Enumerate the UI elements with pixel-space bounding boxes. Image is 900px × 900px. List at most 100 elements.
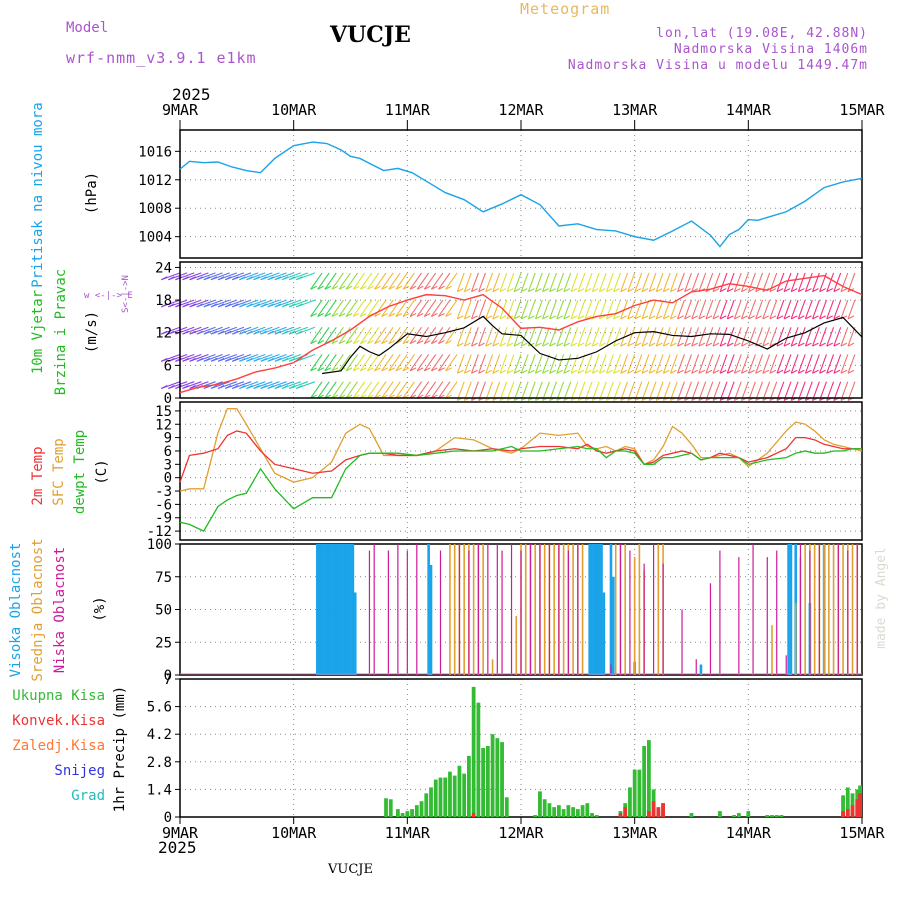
wind-barb xyxy=(556,354,565,374)
wind-barb xyxy=(705,327,714,347)
wind-barb-flag xyxy=(812,369,819,374)
cloud-bar-high xyxy=(318,544,322,675)
wind-barb-flag xyxy=(232,276,239,281)
wind-barb xyxy=(605,299,614,320)
cloud-bar-low xyxy=(709,583,712,675)
wind-barb-flag xyxy=(805,342,812,347)
model-name: wrf-nmm_v3.9.1 e1km xyxy=(66,49,257,67)
cloud-label-mid: Srednja Oblacnost xyxy=(30,538,46,681)
time-tick-top: 13MAR xyxy=(612,101,658,119)
wind-barb xyxy=(641,327,650,347)
wind-barb xyxy=(478,327,486,347)
wind-barb-flag xyxy=(819,315,826,320)
wind-barb xyxy=(438,299,451,317)
wind-barb-flag xyxy=(535,288,542,293)
wind-barb-flag xyxy=(719,315,727,320)
wind-barb xyxy=(388,381,401,399)
wind-barb xyxy=(819,327,827,347)
wind-barb-flag xyxy=(641,315,649,320)
time-tick-bottom: 14MAR xyxy=(726,824,772,842)
wind-barb xyxy=(499,272,508,292)
wind-barb-flag xyxy=(819,342,826,347)
wind-barb xyxy=(402,299,415,317)
wind-barb xyxy=(485,299,494,320)
total-precip-bar xyxy=(575,809,580,817)
wind-barb xyxy=(577,272,586,292)
wind-barb xyxy=(409,272,422,290)
wind-barb-flag xyxy=(663,342,670,347)
panel-0-ytick-label: 1004 xyxy=(138,230,172,246)
total-precip-bar xyxy=(467,755,471,817)
total-precip-bar xyxy=(646,740,651,817)
wind-barb xyxy=(804,327,813,347)
wind-barb xyxy=(705,354,714,374)
wind-barb-flag xyxy=(826,369,833,374)
cloud-bar-high xyxy=(787,544,790,675)
wind-barb xyxy=(826,354,835,374)
wind-barb xyxy=(712,327,721,347)
wind-barb-flag xyxy=(168,357,175,362)
wind-barb xyxy=(840,272,849,292)
wind-barb-flag xyxy=(217,385,225,390)
wind-barb-flag xyxy=(492,288,500,293)
cloud-bar-low xyxy=(501,550,503,675)
wind-barb xyxy=(677,272,685,292)
wind-barb-flag xyxy=(310,312,317,317)
wind-barb xyxy=(563,299,572,320)
cloud-bar-low xyxy=(847,550,849,675)
wind-barb-flag xyxy=(655,288,663,293)
wind-barb xyxy=(641,299,650,320)
wind-barb xyxy=(317,354,330,372)
wind-barb-flag xyxy=(798,315,805,320)
sfc-temp-line xyxy=(179,408,863,492)
wind-barb xyxy=(438,272,451,290)
total-precip-bar xyxy=(571,807,575,817)
total-precip-bar xyxy=(580,805,585,817)
wind-barb-flag xyxy=(727,315,734,320)
wind-barb-flag xyxy=(210,330,218,335)
total-precip-bar xyxy=(566,805,571,817)
wind-barb-flag xyxy=(331,340,339,345)
wind-barb xyxy=(755,299,764,320)
wind-barb xyxy=(712,299,721,320)
wind-barb xyxy=(352,381,366,399)
wind-barb xyxy=(331,326,344,344)
wind-barb-flag xyxy=(317,285,324,290)
cloud-bar-mid xyxy=(515,616,518,675)
wind-barb-flag xyxy=(438,285,445,290)
wind-barb-flag xyxy=(345,367,353,372)
wind-barb-flag xyxy=(783,369,791,374)
legend-hail: Grad xyxy=(71,788,105,804)
wind-barb-flag xyxy=(395,312,403,317)
wind-barb xyxy=(733,354,742,374)
wind-barb-flag xyxy=(160,303,168,308)
wind-barb-flag xyxy=(288,357,296,362)
wind-barb-flag xyxy=(719,342,727,347)
wind-barb-flag xyxy=(648,288,656,293)
wind-barb xyxy=(662,272,671,292)
wind-barb-flag xyxy=(478,369,485,374)
wind-barb-flag xyxy=(478,342,485,347)
wind-barb xyxy=(310,326,323,344)
wind-barb-flag xyxy=(620,369,627,374)
wind-barb-flag xyxy=(416,312,424,317)
wind-barb-flag xyxy=(826,288,833,293)
wind-barb-flag xyxy=(232,385,239,390)
wind-barb-flag xyxy=(203,276,211,281)
total-precip-bar xyxy=(384,798,388,817)
coordinates-text: lon,lat (19.08E, 42.88N) xyxy=(656,26,868,41)
wind-barb xyxy=(430,299,444,317)
wind-barb-flag xyxy=(464,315,471,320)
wind-barb xyxy=(381,326,394,344)
total-precip-bar xyxy=(414,805,419,817)
wind-barb-flag xyxy=(324,312,332,317)
wind-barb-flag xyxy=(670,288,677,293)
wind-barb-flag xyxy=(253,276,260,281)
wind-barb-flag xyxy=(584,315,592,320)
wind-barb xyxy=(402,381,415,399)
wind-barb-flag xyxy=(288,385,296,390)
wind-barb-flag xyxy=(521,315,528,320)
wind-barb-flag xyxy=(620,342,627,347)
total-precip-bar xyxy=(424,793,429,817)
wind-barb-flag xyxy=(402,367,410,372)
